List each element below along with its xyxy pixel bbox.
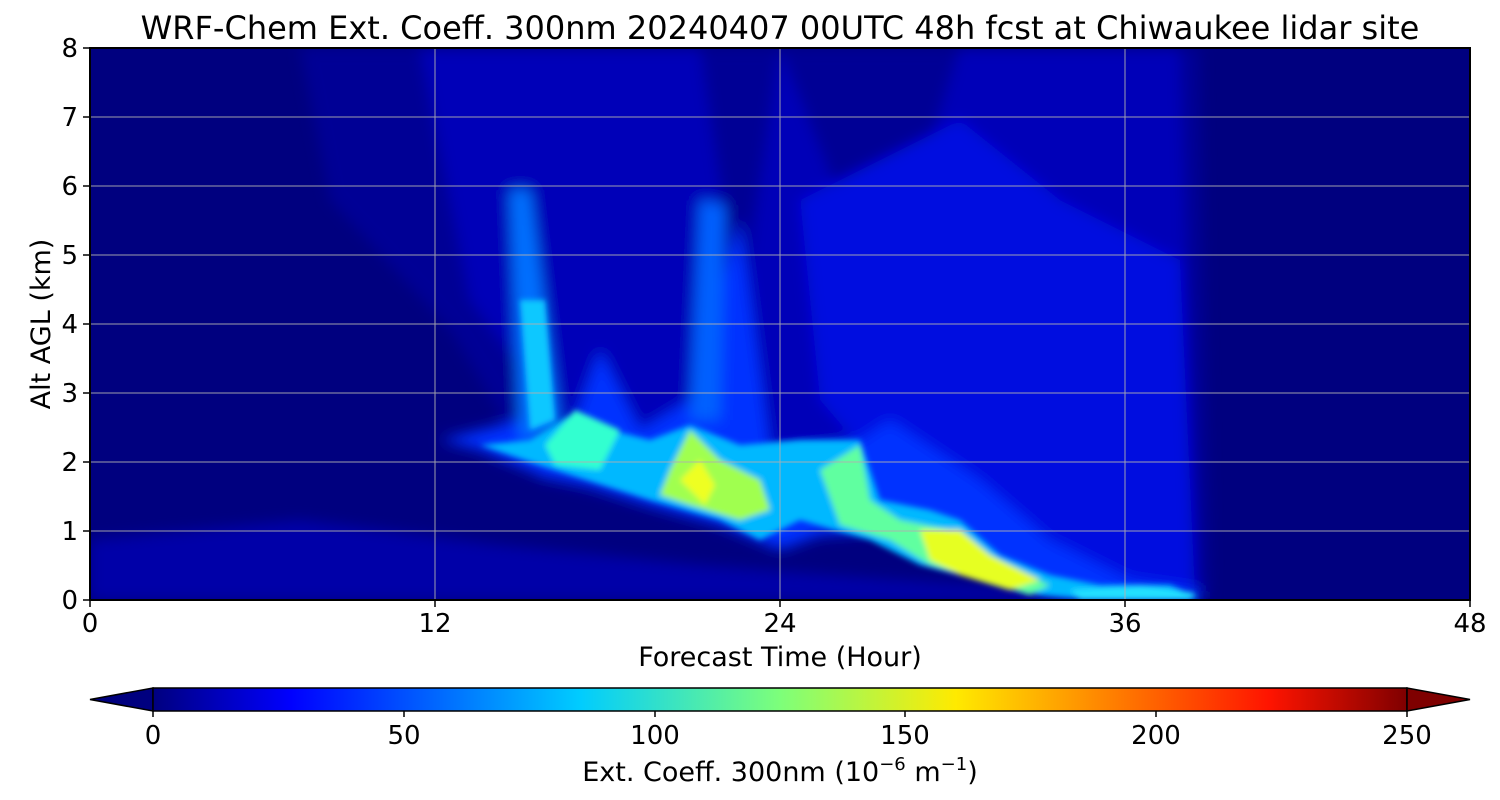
- colorbar-tick-marks: [152, 711, 1408, 717]
- colorbar-tick-label-100: 100: [630, 721, 680, 751]
- colorbar-label-main: Ext. Coeff. 300nm (10: [582, 757, 879, 788]
- colorbar-tick-label-200: 200: [1131, 721, 1181, 751]
- colorbar: 0 50 100 150 200 250 Ext. Coeff. 300nm (…: [89, 687, 1471, 788]
- x-tick-label-24: 24: [763, 609, 796, 639]
- y-tick-label-7: 7: [61, 103, 78, 133]
- colorbar-tick-label-0: 0: [145, 721, 162, 751]
- x-axis: 0 12 24 36 48 Forecast Time (Hour): [82, 600, 1487, 673]
- x-tick-marks: [89, 600, 1471, 607]
- y-tick-label-5: 5: [61, 241, 78, 271]
- surface-tail: [1070, 585, 1195, 600]
- x-tick-label-0: 0: [82, 609, 99, 639]
- colorbar-extend-high: [1406, 687, 1471, 712]
- colorbar-tick-label-150: 150: [880, 721, 930, 751]
- near-surface-layer: [90, 520, 1200, 600]
- y-tick-label-2: 2: [61, 448, 78, 478]
- colorbar-tick-label-50: 50: [387, 721, 420, 751]
- y-axis: 0 1 2 3 4 5 6 7 8 Alt AGL (km): [26, 34, 90, 616]
- y-axis-label: Alt AGL (km): [26, 239, 57, 410]
- colorbar-label-end: ): [967, 757, 978, 788]
- colorbar-tick-label-250: 250: [1382, 721, 1432, 751]
- y-tick-label-8: 8: [61, 34, 78, 64]
- layer-core-left: [545, 410, 620, 470]
- y-tick-label-6: 6: [61, 172, 78, 202]
- layer-peak-right: [920, 530, 1040, 590]
- x-axis-label: Forecast Time (Hour): [638, 642, 922, 673]
- colorbar-gradient: [152, 687, 1408, 712]
- colorbar-label: Ext. Coeff. 300nm (10−6 m−1): [582, 754, 978, 788]
- colorbar-extend-low: [89, 687, 154, 712]
- y-tick-label-3: 3: [61, 379, 78, 409]
- colorbar-label-mid: m: [906, 757, 941, 788]
- y-tick-marks: [83, 47, 90, 601]
- x-tick-label-48: 48: [1453, 609, 1486, 639]
- plot-area: [89, 47, 1471, 601]
- layer-peak-center: [680, 460, 715, 505]
- colorbar-label-exp2: −1: [941, 754, 968, 775]
- y-tick-label-1: 1: [61, 517, 78, 547]
- layer-core-center: [660, 430, 770, 520]
- column-core-left: [520, 300, 555, 430]
- colorbar-label-exp1: −6: [879, 754, 906, 775]
- y-tick-label-0: 0: [61, 586, 78, 616]
- chart-title: WRF-Chem Ext. Coeff. 300nm 20240407 00UT…: [141, 9, 1420, 47]
- x-tick-label-12: 12: [418, 609, 451, 639]
- y-tick-label-4: 4: [61, 310, 78, 340]
- extinction-field-peaks: [480, 300, 1200, 600]
- x-tick-label-36: 36: [1108, 609, 1141, 639]
- grid-lines: [90, 48, 1470, 600]
